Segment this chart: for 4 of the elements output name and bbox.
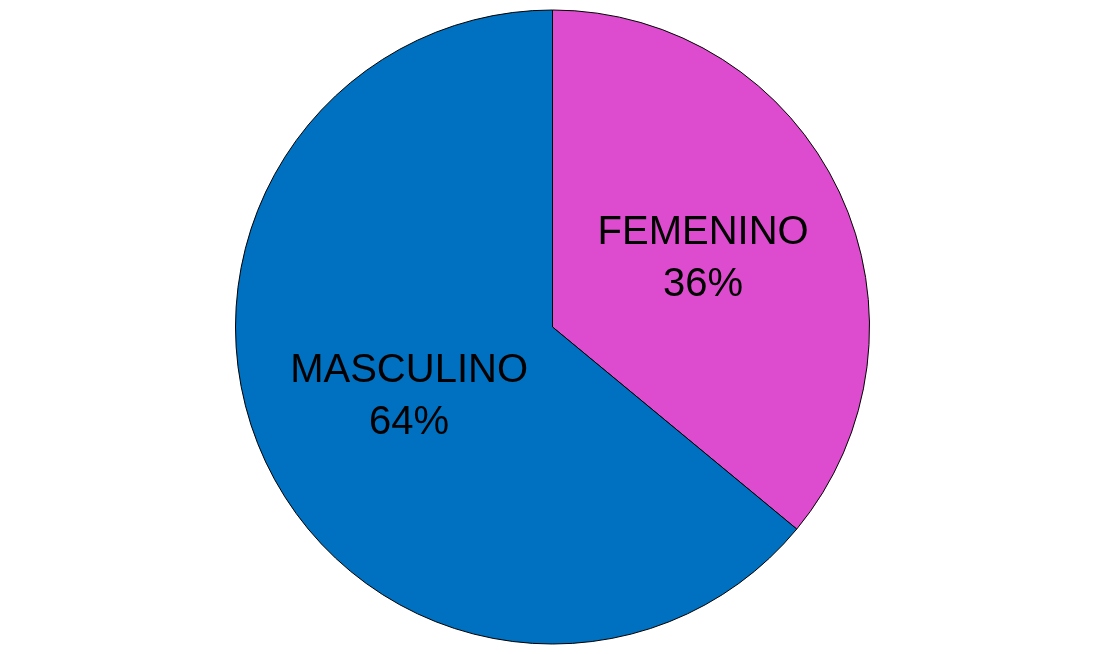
data-label: 64%	[369, 398, 450, 443]
data-label: 36%	[663, 260, 744, 305]
slice-label: MASCULINO	[290, 346, 528, 391]
slice-label: FEMENINO	[597, 208, 809, 253]
